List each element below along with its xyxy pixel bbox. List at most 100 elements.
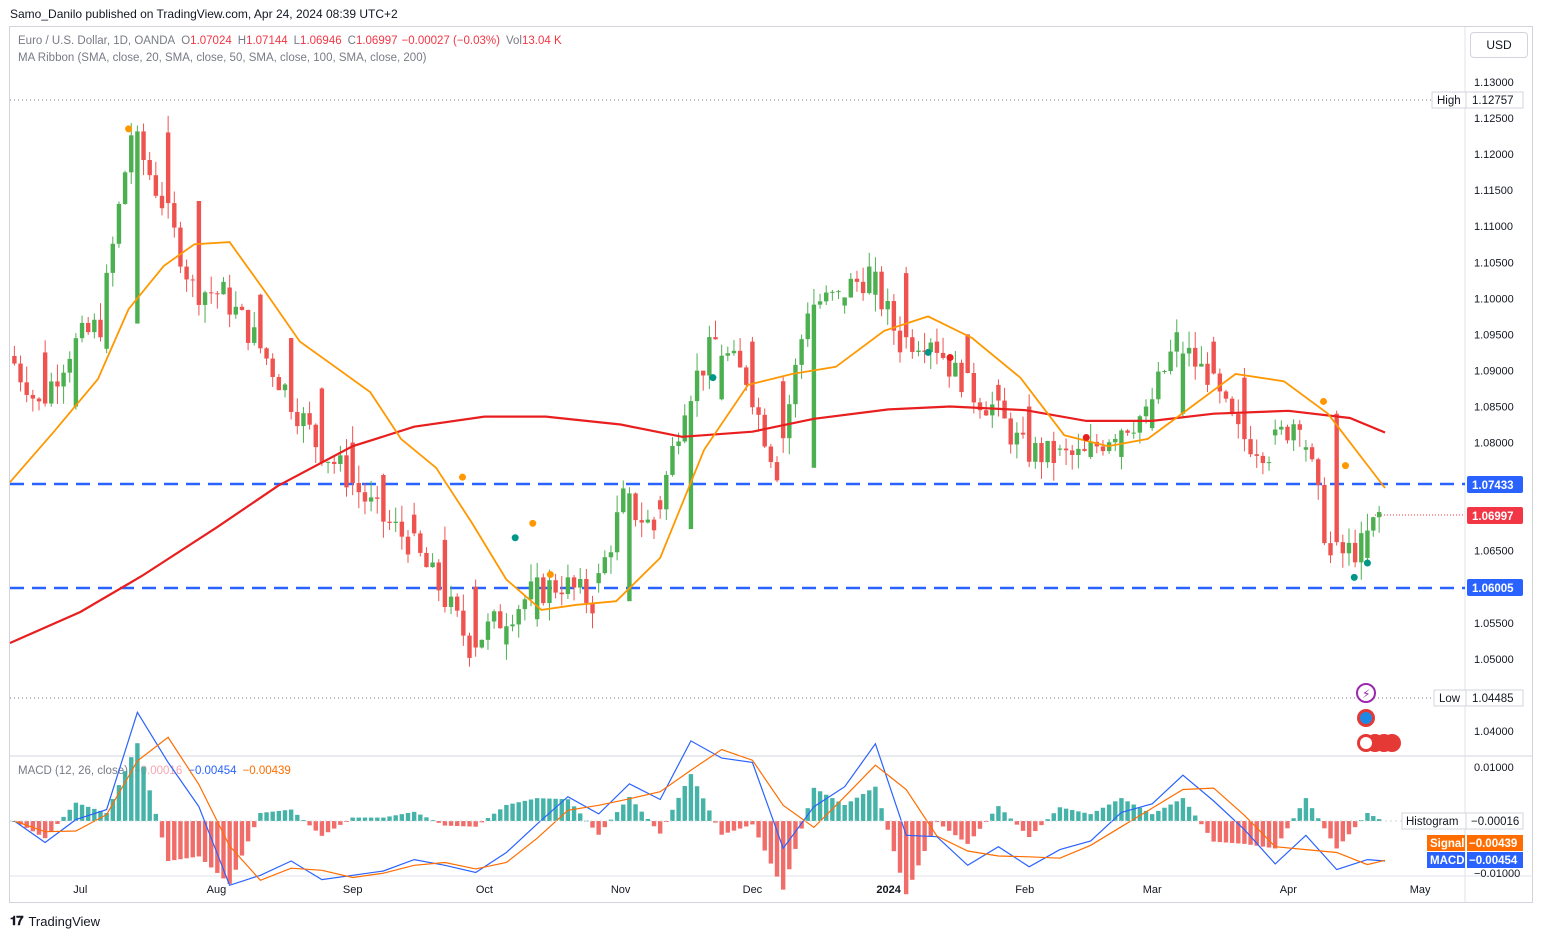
close-value: 1.06997 <box>355 35 398 47</box>
candle-body <box>1076 448 1081 455</box>
macd-histogram-bar <box>1045 819 1050 821</box>
candle-body <box>645 519 651 523</box>
macd-histogram-bar <box>860 794 866 821</box>
macd-histogram-bar <box>147 790 152 821</box>
macd-histogram-bar <box>1026 821 1032 838</box>
currency-button[interactable]: USD <box>1470 32 1528 58</box>
candle-body <box>1297 424 1302 430</box>
candle-body <box>147 160 152 176</box>
candle-body <box>122 172 128 204</box>
candle-body <box>141 131 146 161</box>
candle-body <box>750 341 755 408</box>
open-value: 1.07024 <box>190 35 232 47</box>
macd-histogram-bar <box>903 821 909 895</box>
change-value: −0.00027 (−0.03%) <box>401 35 500 47</box>
macd-histogram-bar <box>491 813 497 821</box>
candle-body <box>1303 447 1309 450</box>
current-price-tag-value: 1.06997 <box>1472 511 1514 523</box>
candle-body <box>184 266 189 280</box>
candle-body <box>1026 406 1032 462</box>
macd-histogram-bar <box>639 811 644 821</box>
macd-histogram-bar <box>411 811 417 821</box>
macd-histogram-bar <box>208 821 214 868</box>
price-tick-label: 1.09000 <box>1474 365 1514 377</box>
macd-histogram-bar <box>461 821 466 827</box>
macd-histogram-bar <box>418 814 423 821</box>
low-tag: Low 1.04485 <box>1433 689 1524 707</box>
candle-body <box>129 135 134 173</box>
macd-histogram-bar <box>965 821 970 844</box>
open-label: O <box>181 35 191 47</box>
macd-histogram-bar <box>61 816 66 821</box>
time-tick-label: Jul <box>73 884 87 896</box>
candle-body <box>774 462 780 481</box>
candle-body <box>1125 430 1130 433</box>
candle-body <box>313 424 318 448</box>
macd-histogram-bar <box>867 790 872 821</box>
macd-histogram-bar <box>504 804 509 821</box>
event-icons[interactable]: ⚡ <box>1356 683 1401 752</box>
macd-histogram-bar <box>141 766 146 821</box>
candle-body <box>578 579 583 588</box>
candle-body <box>448 596 454 607</box>
candle-body <box>854 278 860 282</box>
candle-body <box>473 586 478 648</box>
candle-body <box>159 195 165 209</box>
candle-body <box>707 337 712 376</box>
candle-body <box>947 357 952 377</box>
candle-body <box>651 519 657 531</box>
macd-histogram-bar <box>787 821 792 870</box>
resistance-tag: 1.07433 <box>1467 476 1523 493</box>
macd-histogram-bar <box>510 803 515 821</box>
macd-histogram-bar <box>375 817 380 821</box>
signal-dot <box>1363 559 1371 567</box>
macd-histogram-bar <box>633 804 638 821</box>
support-tag-value: 1.06005 <box>1472 583 1514 595</box>
macd-histogram-bar <box>1186 806 1192 821</box>
signal-dot <box>125 125 133 133</box>
candle-body <box>1057 448 1063 450</box>
macd-histogram-bar <box>356 817 362 821</box>
macd-histogram-bar <box>990 813 995 821</box>
macd-histogram-bar <box>196 821 202 857</box>
candle-body <box>116 203 122 244</box>
macd-histogram-bar <box>215 821 220 873</box>
candle-body <box>172 203 177 228</box>
candle-body <box>608 552 614 558</box>
candle-body <box>811 304 817 468</box>
macd-histogram-bar <box>110 799 115 821</box>
macd-histogram-bar <box>270 811 275 821</box>
candle-body <box>959 362 964 393</box>
macd-histogram-bar <box>1266 821 1272 848</box>
macd-histogram-bar <box>627 796 632 821</box>
macd-histogram-bar <box>737 821 743 829</box>
footer-brand[interactable]: 𝟏𝟕 TradingView <box>10 913 100 929</box>
macd-histogram-bar <box>1143 810 1149 821</box>
macd-histogram-bar <box>701 798 706 821</box>
candle-body <box>867 266 872 294</box>
candle-body <box>903 273 909 338</box>
signal-dot <box>946 353 954 361</box>
macd-histogram-bar <box>1248 821 1253 845</box>
macd-histogram-bar <box>602 821 608 828</box>
histogram-tag-value: −0.00016 <box>1471 816 1519 828</box>
time-tick-label: 2024 <box>876 884 901 896</box>
candle-body <box>1322 484 1327 544</box>
macd-histogram-bar <box>996 806 1001 821</box>
macd-histogram-bar <box>1236 821 1241 844</box>
macd-histogram-bar <box>756 821 761 838</box>
macd-legend: MACD (12, 26, close) −0.00016 −0.00454 −0.0… <box>18 765 291 777</box>
candle-body <box>1340 542 1346 554</box>
macd-histogram-bar <box>1002 812 1007 821</box>
macd-histogram-bar <box>301 820 306 822</box>
macd-histogram-bar <box>1168 804 1173 821</box>
candle-body <box>848 278 854 298</box>
macd-histogram-bar <box>522 800 528 821</box>
candle-body <box>1291 424 1296 441</box>
candle-body <box>1063 448 1069 451</box>
candle-body <box>110 243 115 273</box>
macd-histogram-bar <box>1119 798 1124 821</box>
macd-histogram-bar <box>282 810 288 821</box>
macd-histogram-bar <box>92 808 97 821</box>
